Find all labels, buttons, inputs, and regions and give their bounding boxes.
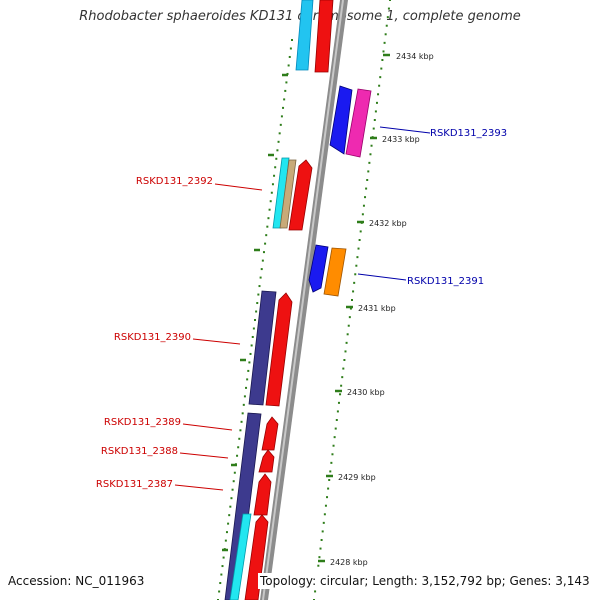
- gene-arrow[interactable]: [258, 449, 275, 473]
- topology-text: Topology: circular; Length: 3,152,792 bp…: [258, 573, 592, 589]
- gene-label-rskd131-2391[interactable]: RSKD131_2391: [407, 276, 484, 287]
- tick-label: 2430 kbp: [347, 388, 385, 397]
- gene-arrow[interactable]: [329, 85, 353, 155]
- genome-backbone-highlight: [262, 0, 344, 600]
- gene-arrow[interactable]: [265, 292, 293, 407]
- label-leader-line: [357, 273, 407, 281]
- gene-arrow[interactable]: [314, 0, 334, 73]
- gene-arrow[interactable]: [308, 244, 329, 293]
- gene-label-rskd131-2392[interactable]: RSKD131_2392: [136, 176, 213, 187]
- label-leader-line: [379, 126, 431, 134]
- gene-arrow[interactable]: [244, 514, 269, 600]
- label-leader-line: [192, 338, 241, 345]
- label-leader-line: [182, 423, 233, 431]
- tick-marks: [222, 53, 390, 563]
- outer-tick-ring: [313, 0, 391, 600]
- gene-arrow[interactable]: [253, 473, 272, 516]
- tick-label: 2428 kbp: [330, 558, 368, 567]
- tick-label: 2434 kbp: [396, 52, 434, 61]
- gene-label-rskd131-2388[interactable]: RSKD131_2388: [101, 446, 178, 457]
- accession-text: Accession: NC_011963: [6, 573, 147, 589]
- title: Rhodobacter sphaeroides KD131 chromosome…: [79, 9, 521, 24]
- gene-label-rskd131-2387[interactable]: RSKD131_2387: [96, 479, 173, 490]
- gene-arrow[interactable]: [323, 247, 347, 297]
- gene-label-rskd131-2393[interactable]: RSKD131_2393: [430, 128, 507, 139]
- gene-arrow[interactable]: [248, 290, 277, 406]
- tick-label: 2433 kbp: [382, 135, 420, 144]
- tick-label: 2429 kbp: [338, 473, 376, 482]
- gene-arrow[interactable]: [261, 416, 279, 451]
- label-leader-line: [179, 452, 229, 459]
- gene-label-rskd131-2389[interactable]: RSKD131_2389: [104, 417, 181, 428]
- tick-label: 2432 kbp: [369, 219, 407, 228]
- label-leader-line: [214, 183, 263, 191]
- gene-arrow[interactable]: [288, 159, 313, 231]
- gene-arrow[interactable]: [229, 513, 252, 600]
- gene-arrow[interactable]: [345, 88, 372, 158]
- tick-label: 2431 kbp: [358, 304, 396, 313]
- label-leader-line: [174, 484, 224, 491]
- gene-label-rskd131-2390[interactable]: RSKD131_2390: [114, 332, 191, 343]
- gene-arrow[interactable]: [295, 0, 314, 71]
- gene-arrow[interactable]: [279, 159, 297, 229]
- gene-arrow[interactable]: [224, 412, 262, 600]
